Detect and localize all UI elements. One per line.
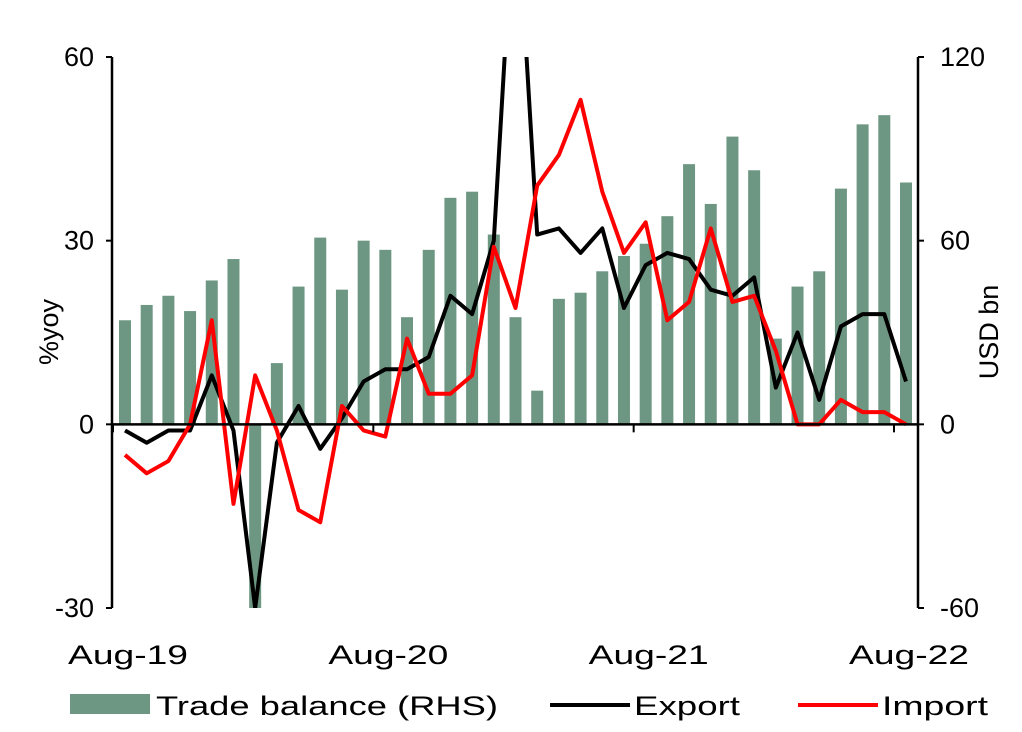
bar-Jul-22 (878, 115, 891, 425)
right-tick-label: 120 (940, 42, 985, 72)
bar-May-20 (314, 237, 327, 425)
x-tick-label: Aug-21 (589, 640, 709, 670)
bar-Nov-19 (184, 311, 197, 425)
left-axis-title: %yoy (34, 298, 64, 365)
x-tick-label: Aug-22 (849, 640, 969, 670)
bar-Mar-21 (531, 390, 544, 425)
bar-Feb-20 (249, 424, 262, 608)
legend-label-trade-balance: Trade balance (RHS) (156, 691, 498, 721)
line-series-import (123, 97, 907, 525)
bar-Jul-20 (357, 240, 370, 425)
axis-labels: 60 30 0 -30 120 60 0 -60 Aug-19 Aug-20 Aug-21 Aug-2… (34, 42, 1004, 670)
import-line (123, 97, 907, 525)
right-tick-label: -60 (940, 593, 979, 623)
bar-Mar-20 (270, 363, 283, 425)
left-tick-label: 60 (64, 42, 94, 72)
left-tick-label: -30 (55, 593, 94, 623)
bar-Jun-20 (335, 289, 348, 425)
bar-Aug-20 (379, 249, 392, 425)
bar-Apr-21 (552, 298, 565, 425)
bar-Feb-21 (509, 317, 522, 425)
bar-Nov-20 (444, 197, 457, 425)
axes (106, 56, 924, 609)
export-line (124, 57, 908, 608)
legend-label-export: Export (634, 691, 741, 721)
line-series-export (124, 57, 908, 608)
bar-Jul-21 (617, 255, 630, 425)
line-series-group (123, 57, 908, 608)
bar-Aug-22 (900, 182, 912, 425)
left-tick-label: 0 (79, 409, 94, 439)
legend: Trade balance (RHS) Export Import (70, 691, 989, 721)
bar-Oct-21 (683, 164, 696, 425)
x-tick-label: Aug-19 (68, 640, 188, 670)
bar-Sep-19 (140, 304, 153, 425)
bar-Dec-21 (726, 136, 739, 425)
bar-Aug-19 (119, 320, 131, 425)
legend-swatch-trade-balance (70, 694, 150, 714)
bar-Jan-20 (227, 259, 240, 425)
bar-Aug-21 (639, 243, 652, 425)
left-tick-label: 30 (64, 226, 94, 256)
bar-Oct-19 (162, 295, 175, 425)
legend-label-import: Import (882, 691, 989, 721)
right-tick-label: 0 (940, 409, 955, 439)
bar-Jun-21 (596, 271, 609, 425)
bar-May-22 (834, 188, 847, 425)
bar-Nov-21 (704, 203, 717, 425)
bar-May-21 (574, 292, 587, 425)
right-axis-title: USD bn (974, 285, 1004, 380)
bar-Jun-22 (856, 124, 869, 425)
bar-series-trade-balance (119, 115, 912, 608)
bar-Mar-22 (791, 286, 804, 425)
right-tick-label: 60 (940, 226, 970, 256)
bar-Jan-21 (487, 234, 500, 425)
bar-Apr-20 (292, 286, 305, 425)
x-tick-label: Aug-20 (328, 640, 448, 670)
bar-Oct-20 (422, 249, 435, 425)
